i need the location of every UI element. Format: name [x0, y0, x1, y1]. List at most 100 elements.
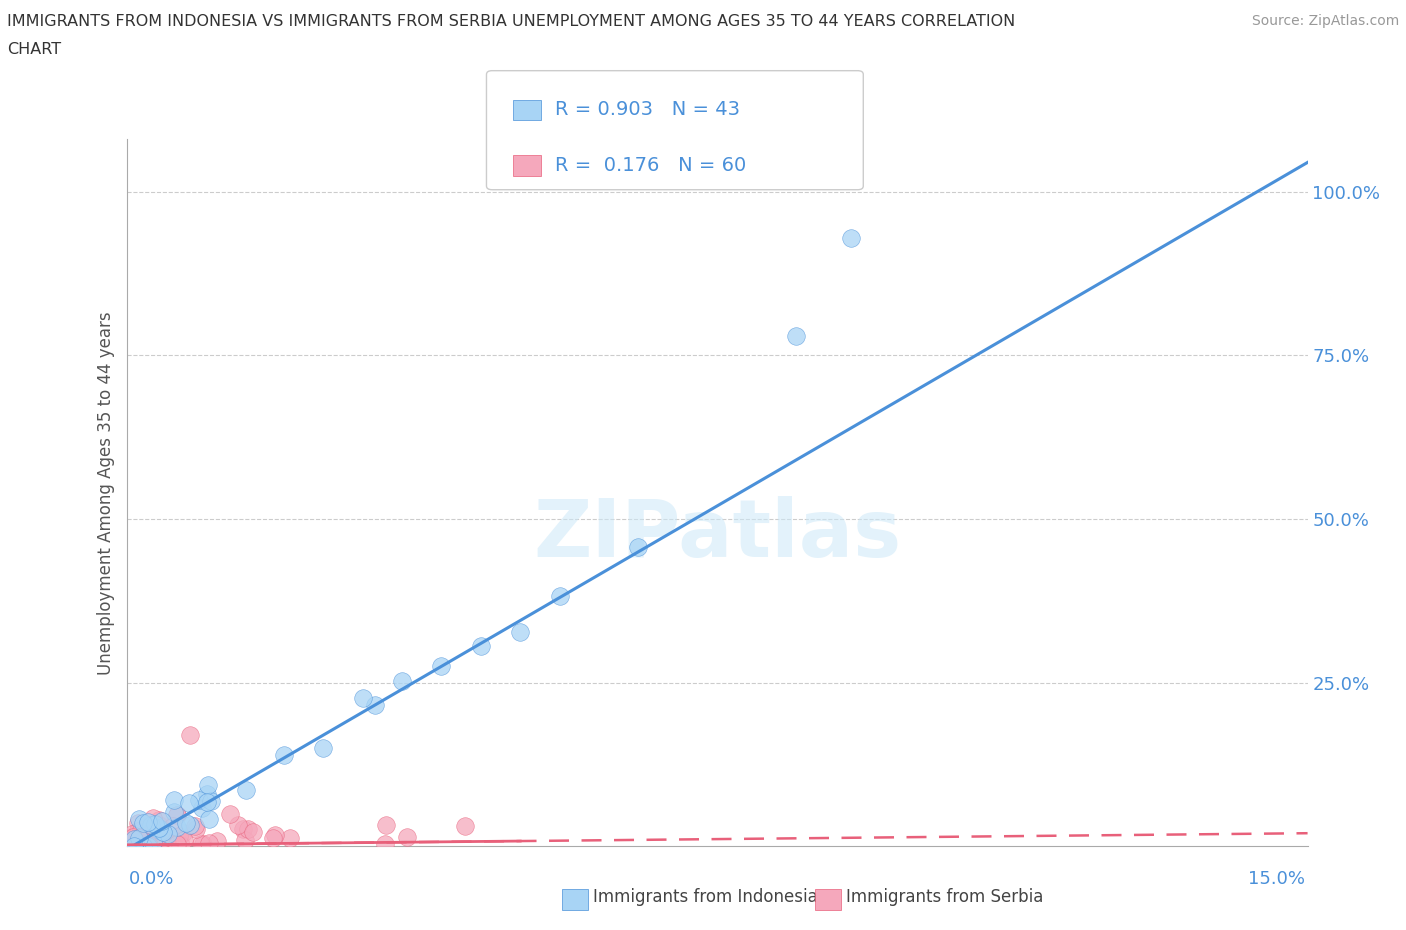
- Point: [150, 838, 173, 853]
- Point: [273, 748, 295, 763]
- Point: [132, 825, 155, 840]
- Point: [174, 816, 197, 830]
- Point: [242, 825, 264, 840]
- Point: [129, 837, 152, 852]
- Point: [184, 818, 207, 833]
- Point: [166, 837, 188, 852]
- Point: [139, 817, 162, 832]
- Point: [430, 658, 453, 673]
- Point: [509, 625, 531, 640]
- Text: Immigrants from Serbia: Immigrants from Serbia: [846, 887, 1043, 906]
- Point: [195, 787, 218, 802]
- Point: [132, 816, 155, 830]
- Point: [143, 817, 166, 831]
- Point: [148, 813, 170, 828]
- Point: [312, 740, 335, 755]
- Point: [152, 825, 174, 840]
- Point: [170, 837, 193, 852]
- Point: [173, 832, 195, 847]
- Point: [143, 823, 166, 838]
- Text: Source: ZipAtlas.com: Source: ZipAtlas.com: [1251, 14, 1399, 28]
- Point: [150, 824, 173, 839]
- Point: [148, 820, 170, 835]
- Point: [785, 328, 807, 343]
- Point: [233, 833, 256, 848]
- Point: [166, 807, 188, 822]
- Point: [121, 827, 143, 842]
- Point: [352, 691, 374, 706]
- Text: 15.0%: 15.0%: [1247, 870, 1305, 888]
- Point: [143, 838, 166, 853]
- Text: CHART: CHART: [7, 42, 60, 57]
- Point: [264, 828, 287, 843]
- Point: [188, 793, 211, 808]
- Point: [167, 829, 190, 844]
- Text: R = 0.903   N = 43: R = 0.903 N = 43: [555, 100, 741, 119]
- Point: [184, 821, 207, 836]
- Point: [364, 698, 387, 712]
- Point: [156, 827, 179, 842]
- Point: [395, 830, 418, 844]
- Point: [172, 826, 194, 841]
- Point: [153, 831, 176, 846]
- Point: [190, 837, 212, 852]
- Point: [132, 838, 155, 853]
- Point: [146, 821, 169, 836]
- Text: 0.0%: 0.0%: [129, 870, 174, 888]
- Point: [278, 830, 301, 845]
- Point: [150, 814, 173, 829]
- Point: [374, 817, 396, 832]
- Point: [146, 829, 169, 844]
- Point: [121, 830, 143, 844]
- Point: [138, 836, 160, 851]
- Point: [190, 801, 212, 816]
- Point: [226, 817, 249, 832]
- Point: [179, 795, 201, 810]
- Point: [166, 819, 188, 834]
- Point: [627, 539, 650, 554]
- Text: IMMIGRANTS FROM INDONESIA VS IMMIGRANTS FROM SERBIA UNEMPLOYMENT AMONG AGES 35 T: IMMIGRANTS FROM INDONESIA VS IMMIGRANTS …: [7, 14, 1015, 29]
- Point: [139, 822, 162, 837]
- Y-axis label: Unemployment Among Ages 35 to 44 years: Unemployment Among Ages 35 to 44 years: [97, 312, 115, 674]
- Point: [142, 834, 165, 849]
- Point: [160, 831, 183, 846]
- Point: [236, 821, 259, 836]
- Point: [454, 818, 477, 833]
- Point: [235, 783, 257, 798]
- Point: [166, 837, 188, 852]
- Text: R =  0.176   N = 60: R = 0.176 N = 60: [555, 156, 747, 175]
- Point: [134, 839, 156, 854]
- Point: [115, 833, 138, 848]
- Point: [200, 793, 222, 808]
- Point: [146, 829, 169, 844]
- Point: [163, 792, 186, 807]
- Point: [127, 824, 149, 839]
- Point: [129, 823, 152, 838]
- Point: [470, 638, 492, 653]
- Point: [146, 829, 169, 844]
- Point: [193, 836, 215, 851]
- Point: [163, 804, 186, 819]
- Point: [195, 795, 218, 810]
- Point: [143, 834, 166, 849]
- Point: [179, 818, 201, 833]
- Point: [198, 835, 221, 850]
- Point: [197, 777, 219, 792]
- Point: [122, 829, 145, 844]
- Point: [148, 817, 170, 832]
- Point: [374, 836, 396, 851]
- Point: [162, 837, 184, 852]
- Point: [142, 831, 165, 846]
- Point: [139, 829, 162, 844]
- Point: [142, 810, 165, 825]
- Point: [839, 231, 862, 246]
- Point: [125, 826, 148, 841]
- Point: [262, 830, 284, 845]
- Point: [124, 832, 146, 847]
- Point: [138, 838, 160, 853]
- Point: [138, 815, 160, 830]
- Point: [136, 838, 159, 853]
- Point: [391, 674, 413, 689]
- Point: [162, 818, 184, 833]
- Point: [166, 807, 188, 822]
